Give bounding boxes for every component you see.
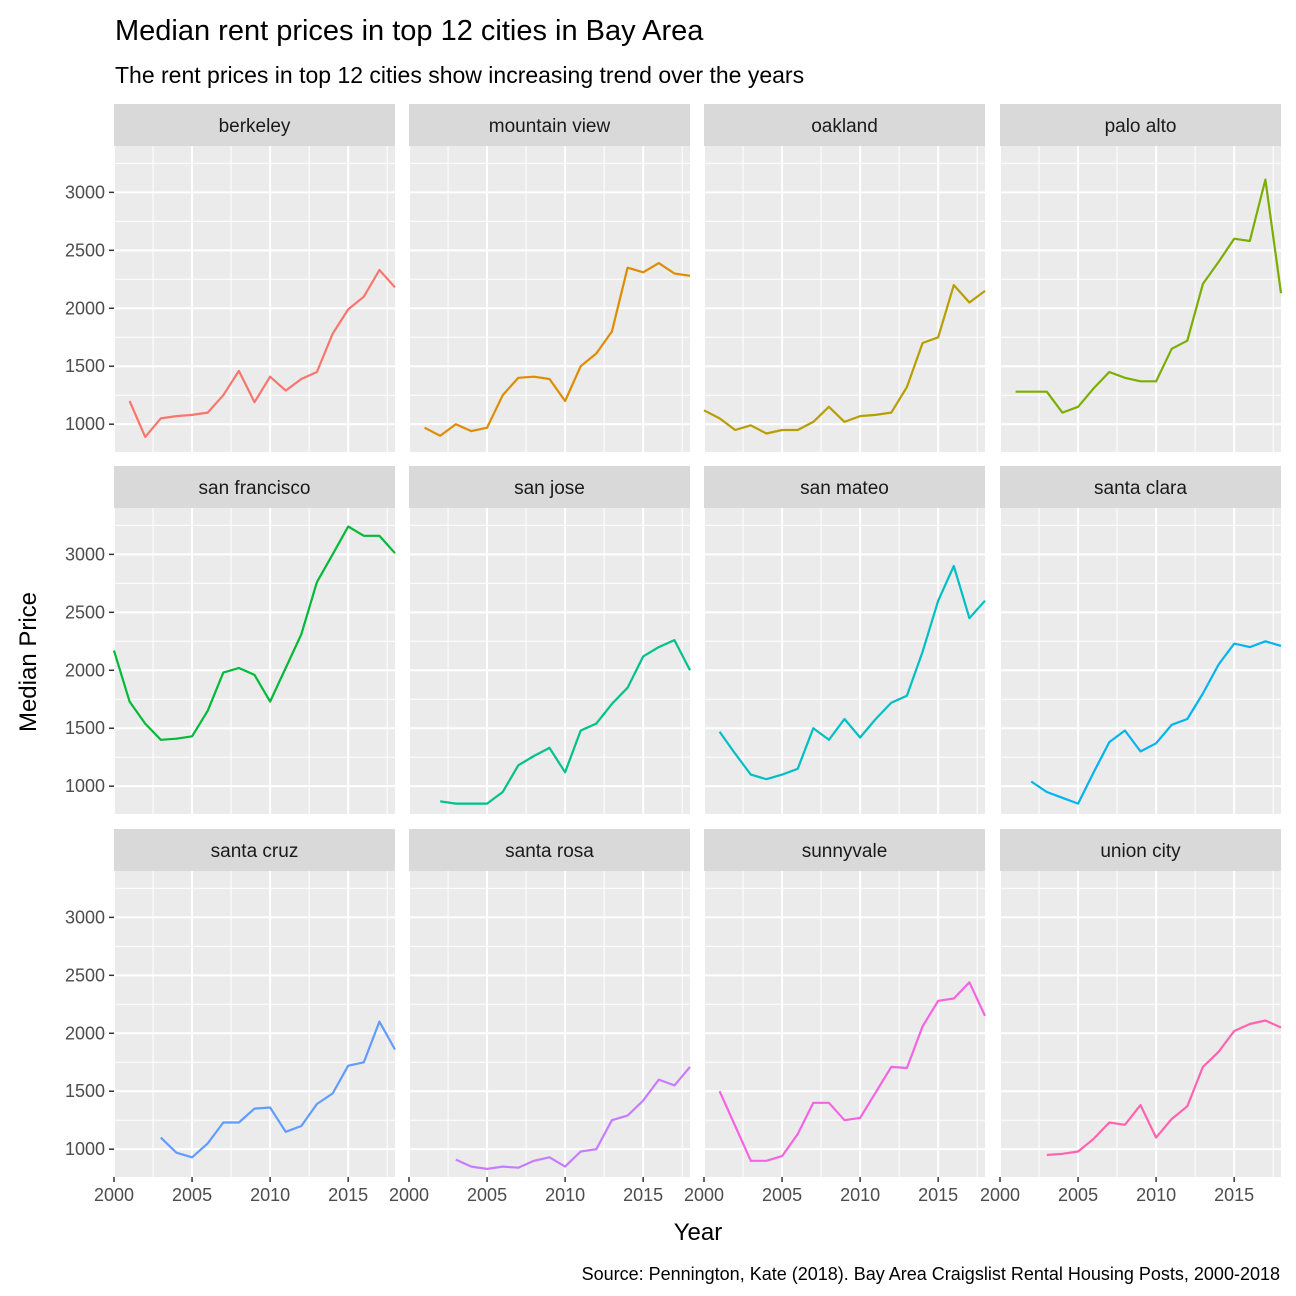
facet-panel-oakland: oakland [703,104,986,452]
y-tick-label: 3000 [65,907,105,927]
facet-strip [114,466,395,508]
y-tick-label: 1500 [65,356,105,376]
facet-strip [114,829,395,871]
facet-strip-label: san mateo [800,478,889,499]
facet-panel-san-jose: san jose [408,466,691,814]
facet-panels: berkeley 1000 1500 2000 2500 3000 mountain vie… [65,104,1283,1205]
x-tick-label: 2005 [1058,1185,1098,1205]
x-tick-label: 2010 [250,1185,290,1205]
y-tick-label: 2000 [65,1023,105,1043]
y-tick-label: 3000 [65,182,105,202]
x-tick-label: 2010 [1136,1185,1176,1205]
facet-strip-label: oakland [811,116,878,137]
x-axis-label: Year [674,1219,723,1246]
y-tick-label: 2000 [65,660,105,680]
y-tick-label: 2500 [65,240,105,260]
chart-subtitle: The rent prices in top 12 cities show in… [115,62,804,88]
facet-strip-label: santa clara [1094,478,1187,499]
series-line-union-city [1046,1019,1282,1157]
facet-panel-santa-clara: santa clara [999,466,1282,814]
y-tick-label: 1500 [65,1081,105,1101]
facet-strip [1000,104,1281,146]
facet-panel-san-francisco: san francisco 1000 1500 2000 2500 3000 [65,466,396,814]
series-line-santa-clara [1030,640,1282,805]
facet-panel-berkeley: berkeley 1000 1500 2000 2500 3000 [65,104,396,452]
facet-panel-palo-alto: palo alto [999,104,1283,452]
y-tick-label: 1000 [65,1139,105,1159]
y-tick-label: 2500 [65,602,105,622]
facet-strip-label: mountain view [489,116,611,137]
facet-panel-santa-cruz: santa cruz 1000 1500 2000 2500 3000 2000 2005 20… [65,829,396,1205]
x-tick-label: 2000 [389,1185,429,1205]
y-tick-label: 2500 [65,965,105,985]
facet-strip [409,104,690,146]
y-tick-label: 2000 [65,298,105,318]
facet-strip [409,829,690,871]
series-line-palo-alto [1015,178,1283,414]
x-tick-label: 2015 [918,1185,958,1205]
facet-strip-label: sunnyvale [802,841,888,862]
facet-strip-label: berkeley [219,116,291,137]
facet-panel-union-city: union city 2000 2005 2010 2015 [980,829,1282,1205]
facet-strip-label: san jose [514,478,585,499]
series-line-mountain-view [424,262,691,437]
x-tick-label: 2005 [467,1185,507,1205]
facet-panel-santa-rosa: santa rosa 2000 2005 2010 2015 [389,829,691,1205]
facet-panel-san-mateo: san mateo [703,466,986,814]
x-tick-label: 2005 [762,1185,802,1205]
facet-strip-label: palo alto [1105,116,1177,137]
x-tick-label: 2010 [545,1185,585,1205]
facet-strip [1000,466,1281,508]
series-line-berkeley [128,268,396,438]
chart-caption: Source: Pennington, Kate (2018). Bay Are… [582,1264,1280,1284]
y-tick-label: 1500 [65,718,105,738]
series-line-santa-cruz [160,1020,396,1159]
y-tick-label: 3000 [65,544,105,564]
series-line-santa-rosa [455,1066,691,1171]
y-axis-label: Median Price [15,592,42,732]
series-line-oakland [703,284,986,435]
facet-strip-label: union city [1100,841,1181,862]
x-tick-label: 2000 [94,1185,134,1205]
facet-strip [114,104,395,146]
facet-strip [704,829,985,871]
facet-strip [1000,829,1281,871]
series-line-san-mateo [718,564,986,781]
x-tick-label: 2000 [980,1185,1020,1205]
chart-title: Median rent prices in top 12 cities in B… [115,15,704,47]
facet-strip [704,104,985,146]
facet-panel-mountain-view: mountain view [408,104,691,452]
y-tick-label: 1000 [65,776,105,796]
x-tick-label: 2010 [840,1185,880,1205]
x-tick-label: 2015 [328,1185,368,1205]
facet-strip-label: santa cruz [211,841,299,862]
y-tick-label: 1000 [65,414,105,434]
x-tick-label: 2005 [172,1185,212,1205]
x-tick-label: 2015 [623,1185,663,1205]
facet-strip-label: san francisco [199,478,311,499]
series-line-san-francisco [112,525,396,741]
facet-panel-sunnyvale: sunnyvale 2000 2005 2010 2015 [684,829,986,1205]
facet-strip [704,466,985,508]
series-line-san-jose [440,638,691,805]
x-tick-label: 2000 [684,1185,724,1205]
facet-strip-label: santa rosa [505,841,594,862]
facet-strip [409,466,690,508]
series-line-sunnyvale [718,981,986,1162]
x-tick-label: 2015 [1214,1185,1254,1205]
